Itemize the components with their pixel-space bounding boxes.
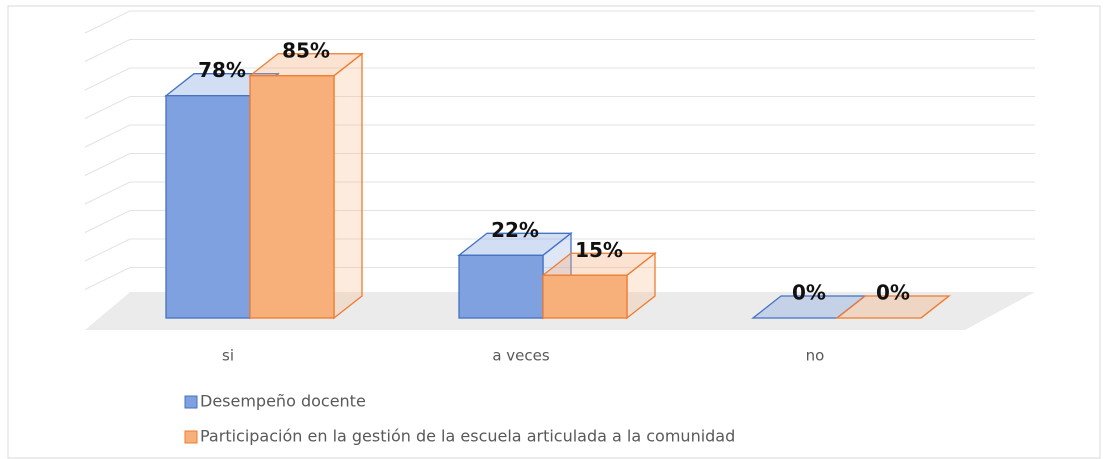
bar — [249, 75, 335, 319]
data-label: 78% — [198, 58, 246, 82]
grid-line — [84, 39, 1035, 62]
grid-line — [84, 10, 1035, 34]
grid-line — [84, 238, 1035, 262]
data-label: 0% — [792, 281, 826, 305]
x-tick-label: a veces — [492, 347, 550, 365]
bar — [542, 274, 628, 319]
grid-line — [84, 67, 1035, 91]
bar — [165, 95, 251, 319]
data-label: 85% — [282, 38, 330, 62]
legend-swatch — [184, 395, 198, 409]
bar — [458, 254, 544, 319]
grid-line — [84, 267, 1035, 290]
x-tick-label: si — [222, 347, 234, 365]
x-tick-label: no — [806, 347, 825, 365]
grid-line — [84, 153, 1035, 176]
grid-line — [84, 181, 1035, 205]
grid-line — [84, 96, 1035, 119]
legend-swatch — [184, 430, 198, 444]
data-label: 0% — [876, 281, 910, 305]
data-label: 22% — [491, 218, 539, 242]
grid-line — [84, 210, 1035, 233]
bar-top — [835, 295, 951, 319]
bar-side — [333, 52, 363, 320]
grid-line — [84, 124, 1035, 148]
legend-label: Participación en la gestión de la escuel… — [200, 427, 735, 446]
data-label: 15% — [575, 238, 623, 262]
legend-label: Desempeño docente — [200, 392, 366, 411]
